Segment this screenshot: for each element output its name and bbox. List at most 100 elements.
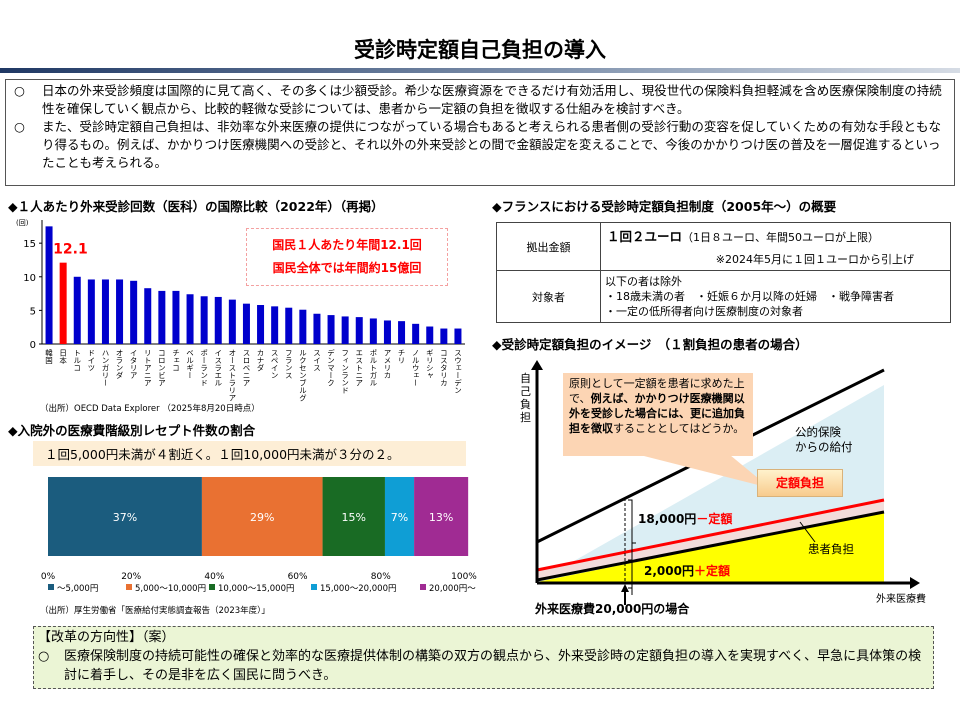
y-tick-label: 15 <box>23 239 36 250</box>
bar-ルクセンブルグ <box>299 309 307 344</box>
x-axis-label: 外来医療費 <box>876 594 926 605</box>
chart2-callout: １回5,000円未満が４割近く。１回10,000円未満が３分の２。 <box>33 441 466 466</box>
x-tick-label: コスタリカ <box>439 349 448 387</box>
bar-ポーランド <box>200 296 208 344</box>
x-tick-label: 100% <box>451 572 477 582</box>
bar-デンマーク <box>327 315 335 344</box>
x-tick-label: オランダ <box>115 349 124 380</box>
bar-フィンランド <box>341 316 349 344</box>
segment-label: 29% <box>250 511 274 524</box>
bar-コスタリカ <box>440 328 448 344</box>
bar-ポルトガル <box>369 318 377 344</box>
bar-ベルギー <box>186 294 194 344</box>
bar-カナダ <box>257 305 265 344</box>
x-arrow-icon <box>910 577 920 589</box>
bar-スウェーデン <box>454 328 462 344</box>
x-tick-label: 0% <box>41 572 56 582</box>
case-label: 外来医療費20,000円の場合 <box>535 602 690 616</box>
bar-イスラエル <box>214 296 222 344</box>
chart1-source: （出所）OECD Data Explorer （2025年8月20日時点） <box>40 404 260 414</box>
japan-value-label: 12.1 <box>53 241 88 257</box>
x-tick-label: 80% <box>371 572 391 582</box>
x-tick-label: スウェーデン <box>453 349 462 394</box>
lower-amount: 2,000円＋定額 <box>644 564 730 578</box>
arrow-head-icon <box>621 584 629 592</box>
segment-label: 15% <box>342 511 366 524</box>
patient-label: 患者負担 <box>808 542 854 556</box>
bar-ハンガリー <box>101 279 109 344</box>
visit-count-chart: (回) 0 5 10 15 韓国 日本 トルコ ドイツ ハンガリー オランダ イタリア リトアニア コロン… <box>16 219 465 402</box>
x-tick-label: カナダ <box>256 349 265 372</box>
legend-label: 10,000～15,000円 <box>218 584 294 594</box>
x-tick-label: 60% <box>288 572 308 582</box>
fixed-pointer <box>799 521 816 543</box>
fixed-area <box>537 500 884 579</box>
table-row: 対象者 以下の者は除外 ・18歳未満の者 ・妊娠６か月以降の妊婦 ・戦争障害者 … <box>496 270 951 323</box>
chart2-heading: ◆入院外の医療費階級別レセプト件数の割合 <box>8 423 256 438</box>
legend-swatch <box>209 584 215 590</box>
x-tick-label: 20% <box>121 572 141 582</box>
x-tick-label: フィンランド <box>341 349 350 394</box>
y-tick-label: 0 <box>30 340 36 351</box>
bar-リトアニア <box>144 288 152 344</box>
x-tick-label: 40% <box>204 572 224 582</box>
intro-item: ○ 日本の外来受診頻度は国際的に見て高く、その多くは少額受診。希少な医療資源をでき… <box>14 83 942 116</box>
bar-トルコ <box>73 276 81 344</box>
france-table: 拠出金額 １回２ユーロ（1日８ユーロ、年間50ユーロが上限） ※2024年5月に… <box>496 222 951 323</box>
x-tick-label: コロンビア <box>157 349 166 387</box>
reform-title: 【改革の方向性】（案） <box>38 630 175 645</box>
legend-swatch <box>126 584 132 590</box>
x-tick-label: ポーランド <box>200 349 209 387</box>
france-heading: ◆フランスにおける受診時定額負担制度（2005年～）の概要 <box>492 199 837 214</box>
image-heading: ◆受診時定額負担のイメージ （１割負担の患者の場合） <box>492 337 808 352</box>
x-tick-label: フランス <box>284 349 293 379</box>
bar-チリ <box>398 321 406 344</box>
x-tick-label: ルクセンブルグ <box>298 349 307 402</box>
segment-～5,000円 <box>48 477 202 556</box>
bar-ドイツ <box>87 279 95 344</box>
bar-日本 <box>59 262 67 344</box>
segment-10,000～15,000円 <box>322 477 385 556</box>
y-axis-label: 自己負担 <box>520 372 531 424</box>
upper-amount: 18,000円－定額 <box>638 512 733 526</box>
legend-label: 15,000～20,000円 <box>320 584 396 594</box>
segment-label: 7% <box>391 511 408 524</box>
header-divider <box>0 68 960 73</box>
legend-swatch <box>420 584 426 590</box>
x-tick-label: ギリシャ <box>425 349 434 379</box>
reform-item: ○ 医療保険制度の持続可能性の確保と効率的な医療提供体制の構築の双方の観点から、外… <box>38 649 922 683</box>
public-label: 公的保険 からの給付 <box>795 425 853 454</box>
bar-オーストラリア <box>228 299 236 344</box>
x-tick-label: デンマーク <box>326 348 335 387</box>
fixed-line <box>536 498 885 572</box>
segment-15,000～20,000円 <box>384 477 415 556</box>
bar-アメリカ <box>383 320 391 344</box>
base-line <box>536 510 885 582</box>
bar-フランス <box>285 307 293 344</box>
table-row: 拠出金額 １回２ユーロ（1日８ユーロ、年間50ユーロが上限） ※2024年5月に… <box>496 222 951 271</box>
x-tick-label: トルコ <box>73 349 82 372</box>
brace-icon <box>628 499 636 595</box>
fixed-burden-label: 定額負担 <box>757 469 843 497</box>
x-tick-label: スロベニア <box>242 349 251 387</box>
bar-スロベニア <box>242 303 250 344</box>
legend-label: ～5,000円 <box>57 584 98 594</box>
receipt-share-chart: 37% 29% 15% 7% 13% 0% 20% 40% 60% 80% 100% ～5,000円 5… <box>41 477 477 594</box>
y-arrow-icon <box>531 360 543 370</box>
callout-tail <box>640 455 770 488</box>
x-tick-label: オーストラリア <box>228 349 237 402</box>
bar-ギリシャ <box>426 326 434 344</box>
x-tick-label: 日本 <box>58 349 67 366</box>
row-header: 拠出金額 <box>496 222 601 271</box>
intro-box: ○ 日本の外来受診頻度は国際的に見て高く、その多くは少額受診。希少な医療資源をでき… <box>5 79 955 186</box>
reform-box: 【改革の方向性】（案） ○ 医療保険制度の持続可能性の確保と効率的な医療提供体制の… <box>33 626 934 689</box>
row-header: 対象者 <box>496 270 601 323</box>
bullet-icon: ○ <box>14 119 25 134</box>
x-tick-label: ポルトガル <box>369 349 378 387</box>
annotation-box: 国民１人あたり年間12.1回 国民全体では年間約15億回 <box>246 228 448 286</box>
y-axis-unit: (回) <box>16 219 29 227</box>
page-title: 受診時定額自己負担の導入 <box>354 38 606 62</box>
bar-チェコ <box>172 290 180 344</box>
legend-label: 5,000～10,000円 <box>135 584 206 594</box>
bar-韓国 <box>45 226 53 344</box>
